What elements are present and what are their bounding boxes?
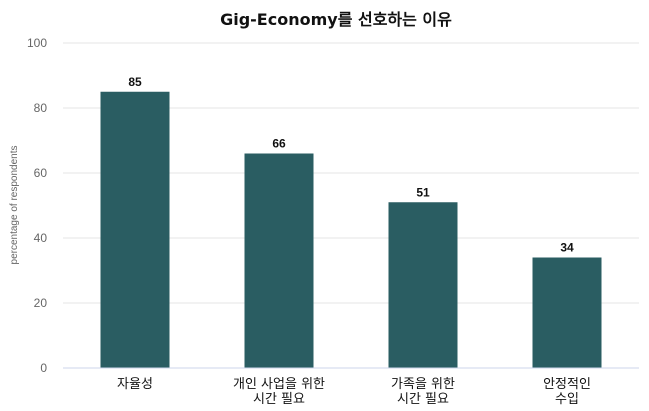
data-label: 85	[128, 75, 142, 89]
x-tick-label: 개인 사업을 위한	[233, 377, 325, 392]
y-tick-label: 20	[34, 296, 48, 310]
x-tick-label: 가족을 위한	[391, 377, 455, 392]
x-tick-label: 수입	[555, 392, 579, 407]
y-tick-label: 100	[27, 36, 47, 50]
x-tick-label: 안정적인	[543, 377, 591, 392]
data-label: 51	[416, 185, 430, 199]
x-tick-label: 자율성	[117, 377, 153, 392]
bar	[532, 257, 602, 368]
y-tick-label: 80	[34, 101, 48, 115]
y-tick-label: 40	[34, 231, 48, 245]
bar	[388, 202, 458, 368]
data-label: 34	[560, 241, 574, 255]
y-tick-label: 60	[34, 166, 48, 180]
y-axis-ticks: 0 20 40 60 80 100	[27, 36, 47, 375]
bar	[244, 153, 314, 368]
bars	[100, 91, 602, 368]
x-tick-label: 시간 필요	[253, 392, 305, 407]
data-label: 66	[272, 137, 286, 151]
bar	[100, 91, 170, 368]
data-labels: 85 66 51 34	[128, 75, 574, 255]
y-axis-label: percentage of respondents	[9, 146, 20, 265]
y-tick-label: 0	[40, 361, 47, 375]
x-tick-label: 시간 필요	[397, 392, 449, 407]
chart-title: Gig-Economy를 선호하는 이유	[220, 10, 452, 29]
